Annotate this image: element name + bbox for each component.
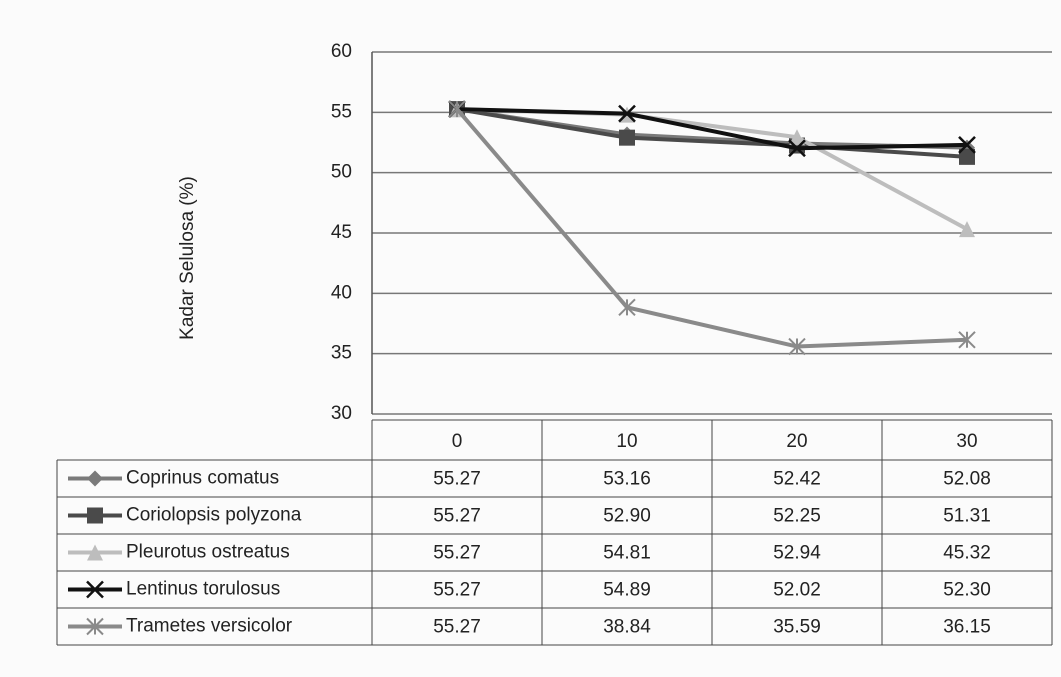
table-value: 53.16	[603, 469, 651, 490]
y-tick-label: 60	[331, 41, 352, 62]
legend-marker	[86, 617, 104, 636]
table-value: 55.27	[433, 580, 481, 601]
table-value: 55.27	[433, 469, 481, 490]
x-tick-label: 30	[956, 431, 977, 452]
table-value: 52.25	[773, 506, 821, 527]
y-tick-label: 50	[331, 162, 352, 183]
data-point	[619, 129, 635, 146]
y-tick-label: 45	[331, 222, 352, 243]
data-point	[788, 139, 806, 158]
table-value: 45.32	[943, 543, 991, 564]
x-tick-label: 20	[786, 431, 807, 452]
table-value: 52.94	[773, 543, 821, 564]
series-line	[455, 107, 968, 349]
table-value: 54.89	[603, 580, 651, 601]
table-value: 52.42	[773, 469, 821, 490]
table-value: 52.02	[773, 580, 821, 601]
table-value: 52.30	[943, 580, 991, 601]
y-axis-label: Kadar Selulosa (%)	[177, 176, 198, 340]
legend-label: Lentinus torulosus	[126, 579, 280, 600]
legend-marker	[87, 544, 103, 561]
legend-marker	[87, 470, 103, 487]
data-point	[618, 104, 636, 123]
series-line	[456, 107, 968, 151]
table-value: 55.27	[433, 506, 481, 527]
data-point	[618, 298, 636, 317]
legend-label: Coprinus comatus	[126, 468, 279, 489]
series-line	[456, 107, 968, 159]
legend-label: Coriolopsis polyzona	[126, 505, 302, 526]
y-tick-label: 55	[331, 101, 352, 122]
data-point	[959, 148, 975, 165]
y-tick-label: 30	[331, 403, 352, 424]
table-value: 54.81	[603, 543, 651, 564]
table-value: 52.08	[943, 469, 991, 490]
table-value: 35.59	[773, 617, 821, 638]
data-point	[959, 221, 975, 238]
legend-marker	[87, 507, 103, 524]
data-point	[958, 331, 976, 349]
legend-label: Pleurotus ostreatus	[126, 542, 290, 563]
x-tick-label: 10	[616, 431, 637, 452]
table-value: 36.15	[943, 617, 991, 638]
data-point	[958, 136, 976, 154]
data-point	[788, 337, 806, 356]
legend-label: Trametes versicolor	[126, 616, 293, 637]
table-value: 38.84	[603, 617, 651, 638]
y-tick-label: 35	[331, 343, 352, 364]
table-value: 55.27	[433, 543, 481, 564]
table-value: 55.27	[433, 617, 481, 638]
x-tick-label: 0	[452, 431, 463, 452]
y-tick-label: 40	[331, 282, 352, 303]
legend-marker	[86, 580, 104, 599]
table-value: 52.90	[603, 506, 651, 527]
data-point	[789, 129, 805, 146]
data-point	[448, 100, 466, 118]
table-value: 51.31	[943, 506, 991, 527]
